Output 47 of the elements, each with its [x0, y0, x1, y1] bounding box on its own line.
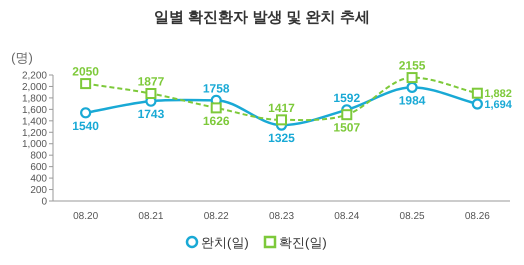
chart-title: 일별 확진환자 발생 및 완치 추세 — [154, 9, 370, 26]
data-label: 1626 — [202, 114, 230, 128]
data-label: 1,882 — [484, 88, 512, 100]
data-label: 1540 — [72, 118, 100, 133]
x-tick-label: 08.21 — [138, 211, 164, 222]
point — [472, 98, 483, 110]
legend-label: 확진(일) — [279, 235, 327, 250]
y-tick-label: 600 — [30, 162, 48, 174]
point — [145, 88, 156, 99]
point — [80, 78, 92, 90]
x-tick-label: 08.25 — [400, 211, 426, 222]
data-label: 1743 — [138, 107, 165, 122]
y-tick-label: 400 — [30, 174, 48, 185]
y-axis-title: (명) — [11, 50, 33, 65]
data-label: 2050 — [72, 64, 100, 79]
legend-label: 완치(일) — [201, 235, 249, 250]
data-label: 1507 — [333, 120, 360, 135]
point — [406, 82, 418, 93]
y-tick-label: 200 — [30, 185, 48, 196]
x-tick-label: 08.20 — [73, 211, 99, 222]
y-tick-label: 2,000 — [22, 82, 48, 93]
y-tick-label: 1,600 — [22, 104, 48, 116]
data-label: 1,694 — [484, 98, 513, 111]
data-label: 1592 — [333, 90, 360, 105]
y-tick-label: 0 — [41, 196, 48, 208]
x-tick-label: 08.24 — [334, 211, 360, 222]
data-label: 1984 — [398, 93, 426, 108]
y-tick-label: 1,000 — [22, 139, 48, 150]
data-label: 1758 — [202, 81, 230, 96]
point — [472, 88, 483, 99]
data-label: 1417 — [268, 100, 296, 115]
y-tick-label: 800 — [30, 150, 48, 162]
x-tick-label: 08.26 — [464, 211, 490, 222]
x-tick-label: 08.22 — [204, 211, 230, 222]
y-tick-label: 2,200 — [22, 70, 48, 82]
point — [276, 114, 287, 126]
y-tick-label: 1,400 — [22, 116, 48, 128]
point — [210, 102, 222, 114]
y-tick-label: 1,800 — [22, 93, 48, 104]
data-label: 1325 — [268, 131, 296, 146]
point — [80, 107, 92, 118]
data-label: 2155 — [398, 58, 426, 73]
y-tick-label: 1,200 — [22, 128, 48, 139]
x-tick-label: 08.23 — [268, 211, 294, 222]
point — [341, 109, 352, 120]
point — [406, 72, 418, 84]
data-label: 1877 — [138, 74, 165, 88]
